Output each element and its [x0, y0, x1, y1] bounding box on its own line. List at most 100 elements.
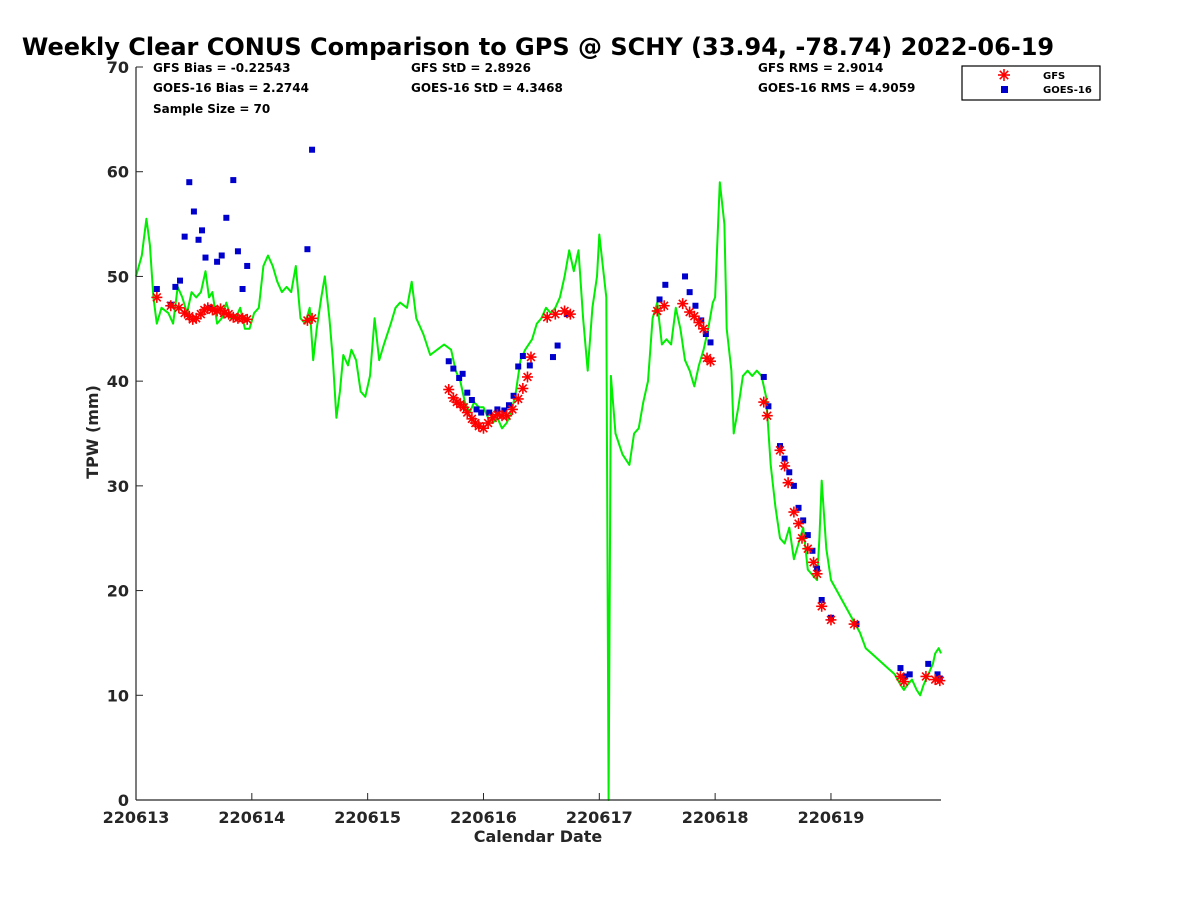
goes-point: [177, 277, 184, 284]
goes-point: [309, 146, 316, 153]
goes-point: [478, 409, 485, 416]
x-tick-label: 220618: [682, 808, 749, 827]
gfs-bias-stat: GFS Bias = -0.22543: [153, 61, 290, 75]
gfs-point-stroke: [659, 301, 669, 311]
gfs-point: [802, 543, 814, 555]
gfs-point: [761, 410, 773, 422]
goes-point: [445, 358, 452, 365]
gfs-point-stroke: [817, 601, 827, 611]
gfs-point-stroke: [896, 671, 905, 681]
gfs-point-stroke: [166, 301, 176, 311]
gfs-point-stroke: [775, 445, 785, 455]
legend-box: [961, 65, 1101, 101]
gfs-point: [898, 676, 910, 688]
goes-point: [172, 283, 179, 290]
goes-point: [809, 547, 816, 554]
gps-line: [135, 181, 942, 801]
gfs-point-stroke: [238, 313, 248, 323]
gfs-point: [825, 614, 837, 626]
gfs-point: [241, 313, 253, 325]
gfs-point-stroke: [803, 544, 813, 554]
goes-point: [515, 363, 522, 370]
goes-point: [897, 665, 904, 672]
goes-point: [459, 370, 466, 377]
y-tick-label: 10: [107, 686, 129, 705]
legend-goes-label: GOES-16: [1043, 85, 1092, 96]
goes-point: [656, 296, 663, 303]
x-tick-label: 220616: [450, 808, 517, 827]
gfs-point: [512, 393, 524, 405]
goes-point: [707, 339, 714, 346]
gfs-point: [677, 298, 689, 310]
goes-point: [906, 671, 913, 678]
legend: GFS GOES-16: [961, 65, 1101, 101]
gfs-point-stroke: [492, 410, 502, 420]
y-tick-label: 30: [107, 477, 129, 496]
gfs-point-stroke: [152, 292, 162, 302]
gfs-point-stroke: [797, 533, 807, 543]
goes-point: [218, 252, 225, 259]
gfs-point: [684, 306, 696, 318]
goes-std-stat: GOES-16 StD = 4.3468: [411, 81, 563, 95]
y-tick-label: 60: [107, 163, 129, 182]
goes-point: [153, 285, 160, 292]
gfs-point-stroke: [242, 314, 252, 324]
y-tick-label: 0: [118, 791, 129, 810]
goes-point: [181, 233, 188, 240]
goes-point: [686, 289, 693, 296]
goes-point: [234, 248, 241, 255]
x-tick-label: 220619: [798, 808, 865, 827]
gfs-point-stroke: [523, 372, 532, 382]
gfs-point: [525, 351, 537, 363]
gfs-point-stroke: [207, 305, 217, 315]
goes-point: [190, 208, 197, 215]
goes-point: [468, 396, 475, 403]
gfs-point-stroke: [762, 411, 772, 421]
gfs-point: [458, 401, 470, 413]
goes-point: [195, 236, 202, 243]
gfs-point-stroke: [794, 519, 803, 529]
goes-point: [818, 596, 825, 603]
goes-point: [230, 177, 237, 184]
goes-point: [473, 406, 480, 413]
gfs-point: [705, 355, 717, 367]
legend-gfs-asterisk: [998, 69, 1010, 81]
legend-goes-marker: [1001, 86, 1008, 93]
goes-point: [501, 407, 508, 414]
gfs-point-stroke: [921, 671, 931, 681]
axes: 0 10 20 30 40 50 60 70 220613 220614 220615 220616 2…: [103, 58, 941, 827]
gfs-point: [920, 670, 932, 682]
legend-gfs-asterisk-stroke: [999, 70, 1009, 80]
gfs-point: [788, 506, 800, 518]
gfs-point: [564, 308, 576, 320]
gfs-point-stroke: [180, 308, 190, 318]
gfs-point-stroke: [809, 557, 819, 567]
gfs-point: [541, 311, 553, 323]
goes-point: [199, 227, 206, 234]
gfs-point-stroke: [518, 384, 528, 393]
goes-point: [186, 179, 193, 186]
goes-point: [765, 403, 772, 410]
x-tick-label: 220613: [103, 808, 170, 827]
gfs-point: [808, 556, 820, 568]
legend-gfs-label: GFS: [1043, 71, 1065, 82]
gfs-point-stroke: [783, 478, 793, 488]
gfs-point: [934, 675, 946, 687]
gfs-point-stroke: [444, 385, 454, 394]
goes-point: [202, 254, 209, 261]
gfs-point-stroke: [224, 309, 234, 319]
gfs-point-stroke: [203, 303, 213, 313]
gfs-point-stroke: [699, 324, 709, 334]
gfs-point-stroke: [689, 311, 699, 321]
gfs-point: [693, 317, 705, 329]
gfs-point: [658, 300, 670, 312]
goes-point: [519, 353, 526, 360]
gfs-point-stroke: [789, 507, 799, 517]
gfs-std-stat: GFS StD = 2.8926: [411, 61, 531, 75]
gfs-point: [477, 422, 489, 434]
goes-point: [554, 342, 561, 349]
gfs-point: [549, 308, 561, 320]
gfs-point-stroke: [706, 356, 715, 366]
goes-point: [456, 375, 463, 382]
